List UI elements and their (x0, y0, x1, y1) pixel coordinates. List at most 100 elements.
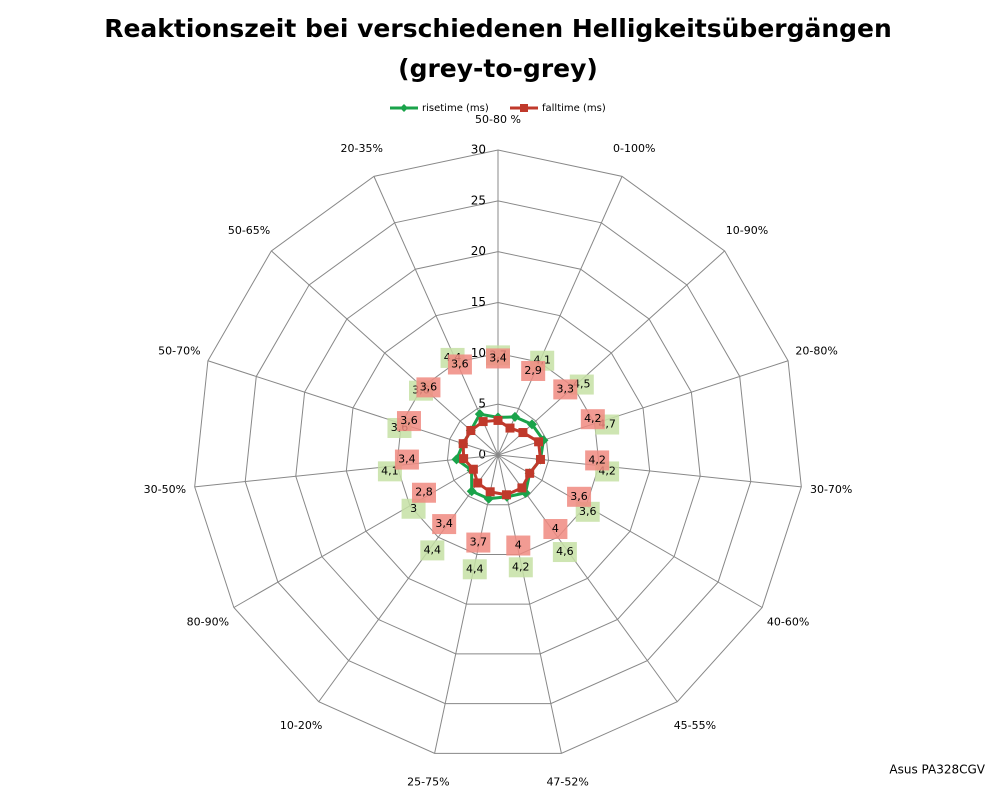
data-label: 4,2 (588, 453, 606, 466)
spoke (497, 454, 763, 608)
category-label: 30-50% (144, 483, 186, 496)
data-label: 3,6 (570, 490, 588, 503)
point (534, 437, 544, 447)
data-label: 3,3 (557, 382, 575, 395)
category-label: 20-80% (795, 344, 837, 357)
legend-label: falltime (ms) (542, 103, 606, 114)
series-line (461, 418, 543, 497)
point (485, 487, 495, 497)
data-label: 4,2 (584, 412, 602, 425)
data-label-bg (420, 540, 445, 561)
grid-line (396, 352, 600, 555)
data-label: 3,6 (579, 505, 597, 518)
footer: Asus PA328CGV (889, 763, 985, 777)
y-tick-label: 25 (471, 193, 486, 207)
legend-label: risetime (ms) (422, 103, 489, 114)
point (458, 439, 468, 449)
y-tick-label: 15 (471, 295, 486, 309)
data-label-bg (543, 519, 568, 540)
y-tick-label: 10 (471, 346, 486, 360)
grid-line (244, 200, 752, 705)
grid-line (345, 301, 651, 605)
data-label-bg (394, 449, 419, 470)
point (501, 490, 511, 500)
point (451, 454, 462, 465)
data-label-bg (432, 514, 457, 535)
point (525, 468, 535, 478)
data-label-bg (508, 557, 533, 578)
y-tick-label: 20 (471, 244, 486, 258)
data-label: 3 (410, 502, 417, 515)
data-label: 4 (515, 539, 522, 552)
category-label: 10-20% (280, 719, 322, 732)
point (459, 454, 469, 464)
data-label: 4,4 (424, 543, 442, 556)
point (466, 426, 476, 436)
data-label: 4,2 (512, 560, 530, 573)
data-label-bg (552, 542, 577, 563)
chart-subtitle: (grey-to-grey) (398, 54, 598, 83)
point (518, 428, 528, 438)
grid-line (295, 251, 701, 655)
data-label-bg (411, 482, 436, 503)
grid-line (194, 149, 802, 754)
spoke (497, 454, 562, 754)
data-label-bg (447, 354, 472, 375)
category-label: 50-65% (228, 224, 270, 237)
spoke (318, 454, 499, 703)
point (493, 415, 503, 425)
spoke (434, 454, 499, 754)
data-label: 4,6 (556, 545, 574, 558)
category-label: 20-35% (341, 142, 383, 155)
y-tick-label: 30 (471, 143, 486, 157)
data-label: 3,6 (451, 357, 469, 370)
category-label: 30-70% (810, 483, 852, 496)
point (517, 483, 527, 493)
point (466, 486, 477, 497)
category-label: 45-55% (674, 719, 716, 732)
data-label: 3,6 (420, 380, 438, 393)
data-label-bg (506, 535, 531, 556)
point (478, 417, 488, 427)
point (509, 411, 520, 422)
data-label: 4 (552, 522, 559, 535)
category-label: 80-90% (187, 616, 229, 629)
spoke (497, 454, 802, 488)
category-label: 50-70% (158, 344, 200, 357)
data-label: 4,5 (573, 378, 591, 391)
spoke (271, 250, 499, 456)
data-label: 3,6 (400, 414, 418, 427)
spoke (194, 454, 499, 488)
category-label: 10-90% (726, 224, 768, 237)
data-label-bg (580, 409, 605, 430)
point (474, 409, 485, 420)
spoke (373, 176, 499, 456)
spoke (497, 454, 678, 703)
data-label: 3,4 (398, 453, 416, 466)
data-label-bg (521, 360, 546, 381)
data-label-bg (416, 377, 441, 398)
point (526, 419, 537, 430)
data-label-bg (401, 498, 426, 519)
point (505, 423, 515, 433)
chart-title: Reaktionszeit bei verschiedenen Helligke… (104, 14, 892, 43)
legend-marker (400, 104, 408, 112)
grid-line (446, 403, 550, 506)
category-label: 0-100% (613, 142, 655, 155)
spoke (233, 454, 499, 608)
data-label-bg (486, 348, 510, 369)
data-label: 3,7 (470, 536, 488, 549)
category-label: 25-75% (407, 776, 449, 786)
data-label: 3,4 (435, 517, 453, 530)
data-label-bg (462, 559, 487, 580)
data-label-bg (567, 486, 592, 507)
category-label: 50-80 % (475, 113, 521, 126)
spoke (497, 250, 725, 456)
data-label-bg (553, 379, 578, 400)
data-label: 3,4 (489, 351, 507, 364)
point (468, 464, 478, 474)
spoke (207, 360, 499, 456)
point (535, 454, 545, 464)
y-tick-label: 5 (478, 397, 486, 411)
